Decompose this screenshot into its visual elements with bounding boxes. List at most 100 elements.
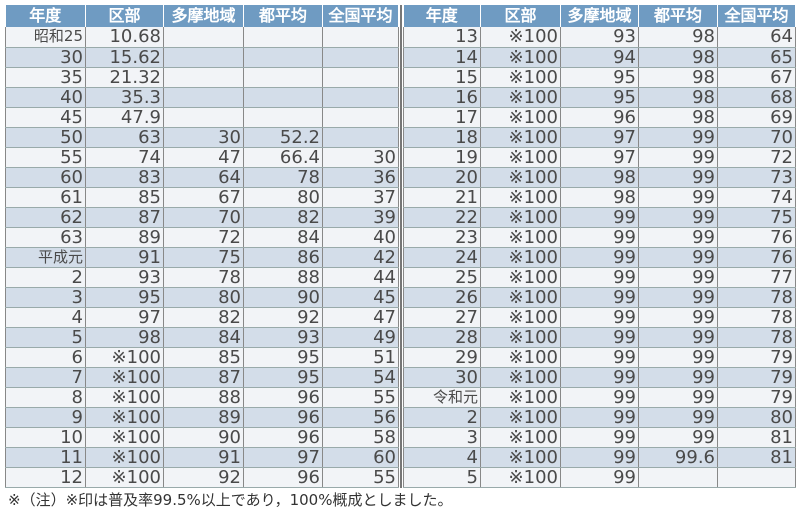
cell-year: 10 (5, 427, 86, 448)
cell-year: 19 (403, 147, 481, 168)
table-row: 3 ※100 99 99 81 (403, 427, 796, 448)
cell-tama: 91 (163, 447, 244, 468)
cell-year: 30 (5, 47, 86, 68)
cell-national-avg: 78 (717, 307, 796, 328)
table-row: 24 ※100 99 99 76 (403, 247, 796, 268)
cell-national-avg: 47 (322, 307, 399, 328)
cell-national-avg: 45 (322, 287, 399, 308)
cell-tama: 93 (560, 27, 639, 48)
cell-ward: ※100 (480, 127, 561, 148)
cell-national-avg: 69 (717, 107, 796, 128)
cell-national-avg: 37 (322, 187, 399, 208)
cell-national-avg (322, 107, 399, 128)
cell-tokyo-avg: 99 (638, 407, 718, 428)
cell-national-avg (717, 467, 796, 488)
cell-national-avg: 30 (322, 147, 399, 168)
cell-national-avg: 65 (717, 47, 796, 68)
cell-ward: ※100 (480, 167, 561, 188)
table-row: 62 87 70 82 39 (5, 207, 399, 228)
cell-tokyo-avg: 99 (638, 267, 718, 288)
cell-national-avg: 40 (322, 227, 399, 248)
cell-year: 23 (403, 227, 481, 248)
cell-ward: ※100 (480, 347, 561, 368)
cell-national-avg: 39 (322, 207, 399, 228)
cell-tokyo-avg: 99 (638, 427, 718, 448)
cell-tokyo-avg: 99 (638, 387, 718, 408)
cell-national-avg: 72 (717, 147, 796, 168)
cell-ward: ※100 (480, 47, 561, 68)
cell-ward: 83 (85, 167, 164, 188)
table-row: 45 47.9 (5, 107, 399, 128)
cell-national-avg: 49 (322, 327, 399, 348)
cell-tokyo-avg: 98 (638, 107, 718, 128)
cell-tama: 90 (163, 427, 244, 448)
cell-ward: ※100 (480, 287, 561, 308)
cell-tokyo-avg: 82 (243, 207, 323, 228)
cell-national-avg: 79 (717, 387, 796, 408)
table-row: 16 ※100 95 98 68 (403, 87, 796, 108)
table-row: 28 ※100 99 99 78 (403, 327, 796, 348)
table-row: 27 ※100 99 99 78 (403, 307, 796, 328)
cell-year: 18 (403, 127, 481, 148)
cell-tama: 30 (163, 127, 244, 148)
cell-national-avg (322, 27, 399, 48)
cell-tokyo-avg: 99 (638, 207, 718, 228)
cell-tama: 84 (163, 327, 244, 348)
tables-container: 年度 区部 多摩地域 都平均 全国平均 昭和25 10.68 30 15.62 35 21… (5, 5, 796, 488)
cell-national-avg: 76 (717, 227, 796, 248)
cell-year: 3 (403, 427, 481, 448)
cell-tokyo-avg: 99 (638, 127, 718, 148)
table-row: 50 63 30 52.2 (5, 127, 399, 148)
header-ward: 区部 (85, 5, 164, 27)
cell-tama: 87 (163, 367, 244, 388)
table-row: 26 ※100 99 99 78 (403, 287, 796, 308)
cell-national-avg: 73 (717, 167, 796, 188)
cell-ward: ※100 (480, 467, 561, 488)
table-row: 9 ※100 89 96 56 (5, 407, 399, 428)
header-row: 年度 区部 多摩地域 都平均 全国平均 (403, 5, 796, 27)
cell-tokyo-avg: 98 (638, 87, 718, 108)
header-tokyo-avg: 都平均 (243, 5, 323, 27)
cell-tokyo-avg: 99 (638, 247, 718, 268)
cell-national-avg: 78 (717, 327, 796, 348)
cell-year: 29 (403, 347, 481, 368)
cell-tokyo-avg: 99 (638, 367, 718, 388)
cell-ward: ※100 (480, 227, 561, 248)
cell-ward: ※100 (480, 327, 561, 348)
cell-tama (163, 107, 244, 128)
table-row: 17 ※100 96 98 69 (403, 107, 796, 128)
cell-tama: 99 (560, 407, 639, 428)
table-row: 5 98 84 93 49 (5, 327, 399, 348)
cell-ward: ※100 (480, 387, 561, 408)
cell-tama: 82 (163, 307, 244, 328)
cell-ward: ※100 (85, 427, 164, 448)
cell-tama: 99 (560, 427, 639, 448)
cell-national-avg: 54 (322, 367, 399, 388)
cell-national-avg: 74 (717, 187, 796, 208)
cell-national-avg: 44 (322, 267, 399, 288)
cell-ward: 21.32 (85, 67, 164, 88)
table-row: 5 ※100 99 (403, 467, 796, 488)
header-national-avg: 全国平均 (717, 5, 796, 27)
cell-national-avg: 79 (717, 347, 796, 368)
cell-year: 8 (5, 387, 86, 408)
cell-ward: ※100 (480, 87, 561, 108)
table-left: 年度 区部 多摩地域 都平均 全国平均 昭和25 10.68 30 15.62 35 21… (5, 5, 399, 488)
cell-national-avg: 81 (717, 427, 796, 448)
cell-tama: 85 (163, 347, 244, 368)
cell-ward: 85 (85, 187, 164, 208)
cell-year: 21 (403, 187, 481, 208)
cell-year: 13 (403, 27, 481, 48)
table-row: 22 ※100 99 99 75 (403, 207, 796, 228)
table-row: 6 ※100 85 95 51 (5, 347, 399, 368)
table-row: 40 35.3 (5, 87, 399, 108)
cell-tama (163, 67, 244, 88)
cell-tokyo-avg: 99 (638, 147, 718, 168)
cell-tokyo-avg: 99.6 (638, 447, 718, 468)
cell-ward: ※100 (85, 387, 164, 408)
cell-tokyo-avg: 90 (243, 287, 323, 308)
cell-ward: ※100 (480, 367, 561, 388)
table-row: 令和元 ※100 99 99 79 (403, 387, 796, 408)
cell-tokyo-avg: 88 (243, 267, 323, 288)
cell-year: 26 (403, 287, 481, 308)
